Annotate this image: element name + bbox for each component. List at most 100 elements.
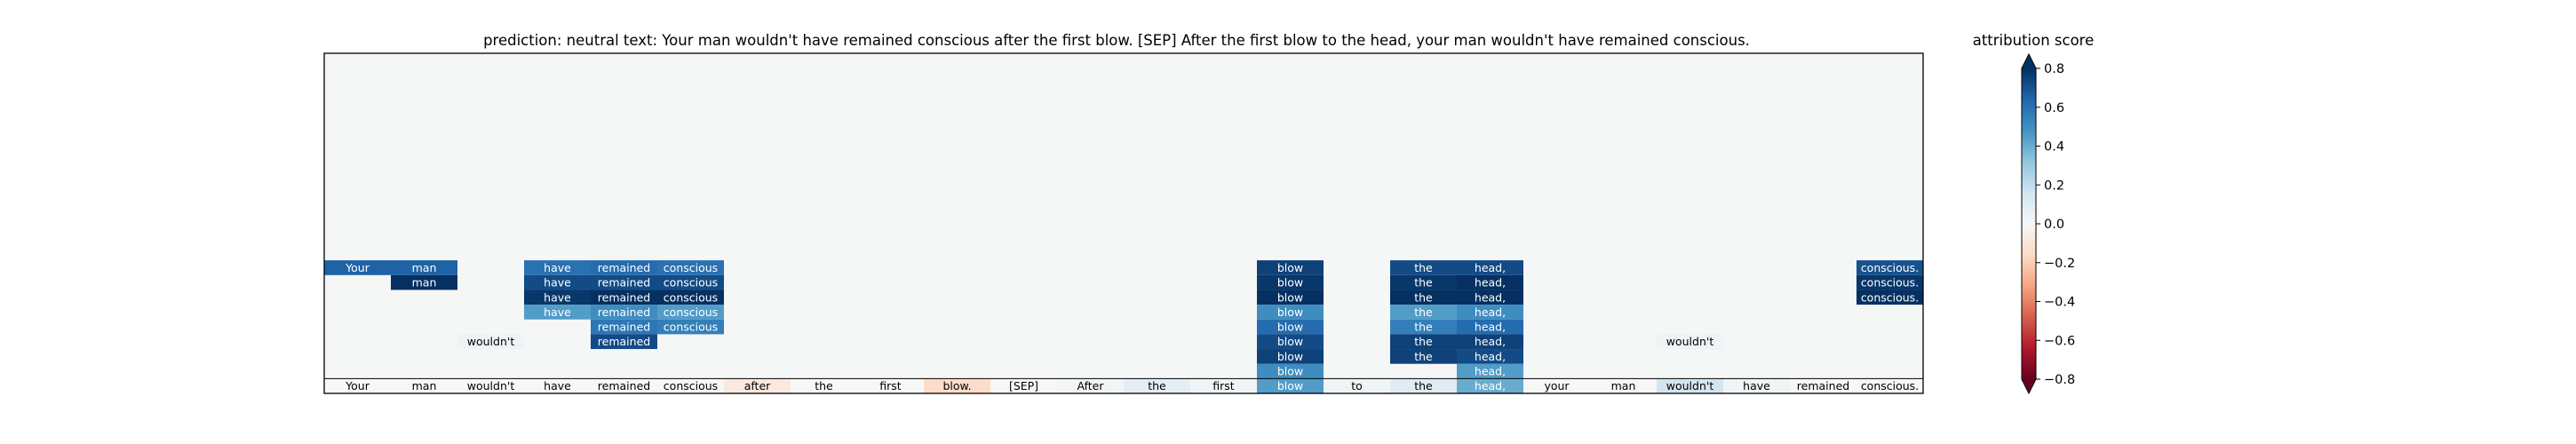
cell-token-label: head, — [1475, 335, 1506, 348]
cell-token-label: head, — [1475, 290, 1506, 304]
heatmap-cell — [1390, 319, 1457, 335]
cell-token-label: first — [1212, 379, 1235, 392]
cell-token-label: the — [1414, 321, 1433, 334]
cell-token-label: have — [544, 379, 571, 392]
heatmap-cell-labels: Your man wouldn't have remained conscious afte… — [345, 261, 1919, 392]
heatmap-cell — [391, 274, 457, 290]
cell-token-label: man — [412, 276, 437, 289]
cell-token-label: conscious. — [1861, 261, 1919, 274]
cell-token-label: the — [1414, 335, 1433, 348]
cell-token-label: the — [1414, 276, 1433, 289]
heatmap-cell — [1457, 319, 1523, 335]
heatmap-cell — [1257, 289, 1324, 305]
cell-token-label: blow — [1277, 290, 1303, 304]
cell-token-label: conscious. — [1861, 290, 1919, 304]
heatmap-cell — [391, 378, 457, 393]
colorbar-extend-max — [2022, 54, 2036, 68]
heatmap-cell — [524, 274, 591, 290]
colorbar-gradient — [2022, 68, 2036, 379]
heatmap-cell — [1856, 378, 1923, 393]
cell-token-label: man — [1611, 379, 1636, 392]
cell-token-label: head, — [1475, 321, 1506, 334]
cell-token-label: conscious — [664, 305, 718, 319]
heatmap-cell — [324, 260, 391, 275]
cell-token-label: conscious — [664, 321, 718, 334]
heatmap-cell — [1457, 305, 1523, 320]
cell-token-label: after — [744, 379, 771, 392]
heatmap-cell — [457, 334, 524, 350]
heatmap-cell — [591, 305, 657, 320]
heatmap-cell — [591, 334, 657, 350]
heatmap-cell — [1190, 378, 1257, 393]
heatmap-cell — [524, 260, 591, 275]
heatmap-cell — [591, 260, 657, 275]
colorbar-tick-label: −0.6 — [2044, 334, 2075, 348]
heatmap-cell — [1390, 349, 1457, 364]
heatmap-cell — [1257, 349, 1324, 364]
heatmap-cell — [657, 378, 724, 393]
heatmap-cell — [1657, 378, 1723, 393]
heatmap-cell — [791, 378, 857, 393]
cell-token-label: the — [1148, 379, 1166, 392]
heatmap-cell — [1390, 274, 1457, 290]
heatmap-cell — [1723, 378, 1790, 393]
heatmap-cell — [990, 378, 1057, 393]
heatmap-cell — [1390, 260, 1457, 275]
cell-token-label: blow — [1277, 321, 1303, 334]
heatmap-cell — [1390, 378, 1457, 393]
heatmap-cell — [324, 378, 391, 393]
cell-token-label: remained — [598, 379, 650, 392]
cell-token-label: Your — [345, 379, 370, 392]
heatmap-cell — [591, 274, 657, 290]
heatmap-cell — [1457, 274, 1523, 290]
heatmap-cell — [857, 378, 924, 393]
cell-token-label: [SEP] — [1009, 379, 1038, 392]
heatmap-cell — [1257, 319, 1324, 335]
plot-frame — [323, 52, 1924, 394]
cell-token-label: remained — [598, 290, 650, 304]
cell-token-label: head, — [1475, 276, 1506, 289]
cell-token-label: to — [1351, 379, 1363, 392]
cell-token-label: conscious. — [1861, 379, 1919, 392]
heatmap-cell — [1457, 349, 1523, 364]
heatmap-cell — [657, 260, 724, 275]
heatmap-cell — [1856, 274, 1923, 290]
cell-token-label: have — [544, 305, 571, 319]
heatmap-cell — [657, 274, 724, 290]
cell-token-label: the — [815, 379, 833, 392]
cell-token-label: the — [1414, 350, 1433, 363]
heatmap-cell — [657, 289, 724, 305]
cell-token-label: remained — [1797, 379, 1849, 392]
colorbar-tick-label: 0.4 — [2044, 140, 2064, 155]
cell-token-label: man — [412, 379, 437, 392]
cell-token-label: blow — [1277, 261, 1303, 274]
colorbar-label: attribution score — [1973, 32, 2095, 49]
heatmap-cell — [1390, 289, 1457, 305]
heatmap-cell — [1856, 260, 1923, 275]
cell-token-label: blow — [1277, 379, 1303, 392]
cell-token-label: remained — [598, 261, 650, 274]
cell-token-label: After — [1077, 379, 1104, 392]
heatmap-cell — [657, 305, 724, 320]
heatmap-cell — [1257, 334, 1324, 350]
cell-token-label: head, — [1475, 305, 1506, 319]
cell-token-label: first — [879, 379, 902, 392]
cell-token-label: wouldn't — [1666, 335, 1714, 348]
heatmap-cell — [1856, 289, 1923, 305]
cell-token-label: have — [544, 290, 571, 304]
cell-token-label: your — [1544, 379, 1570, 392]
heatmap-cell — [524, 289, 591, 305]
heatmap-cell — [591, 319, 657, 335]
heatmap-cell — [591, 378, 657, 393]
heatmap-cells — [324, 260, 1923, 393]
cell-token-label: blow — [1277, 276, 1303, 289]
heatmap-cell — [1257, 378, 1324, 393]
heatmap-cell — [1790, 378, 1856, 393]
cell-token-label: have — [544, 261, 571, 274]
cell-token-label: have — [544, 276, 571, 289]
chart-title: prediction: neutral text: Your man would… — [483, 32, 1750, 49]
colorbar-tick-label: −0.2 — [2044, 257, 2075, 271]
cell-token-label: remained — [598, 305, 650, 319]
colorbar-tick-label: −0.8 — [2044, 373, 2075, 387]
